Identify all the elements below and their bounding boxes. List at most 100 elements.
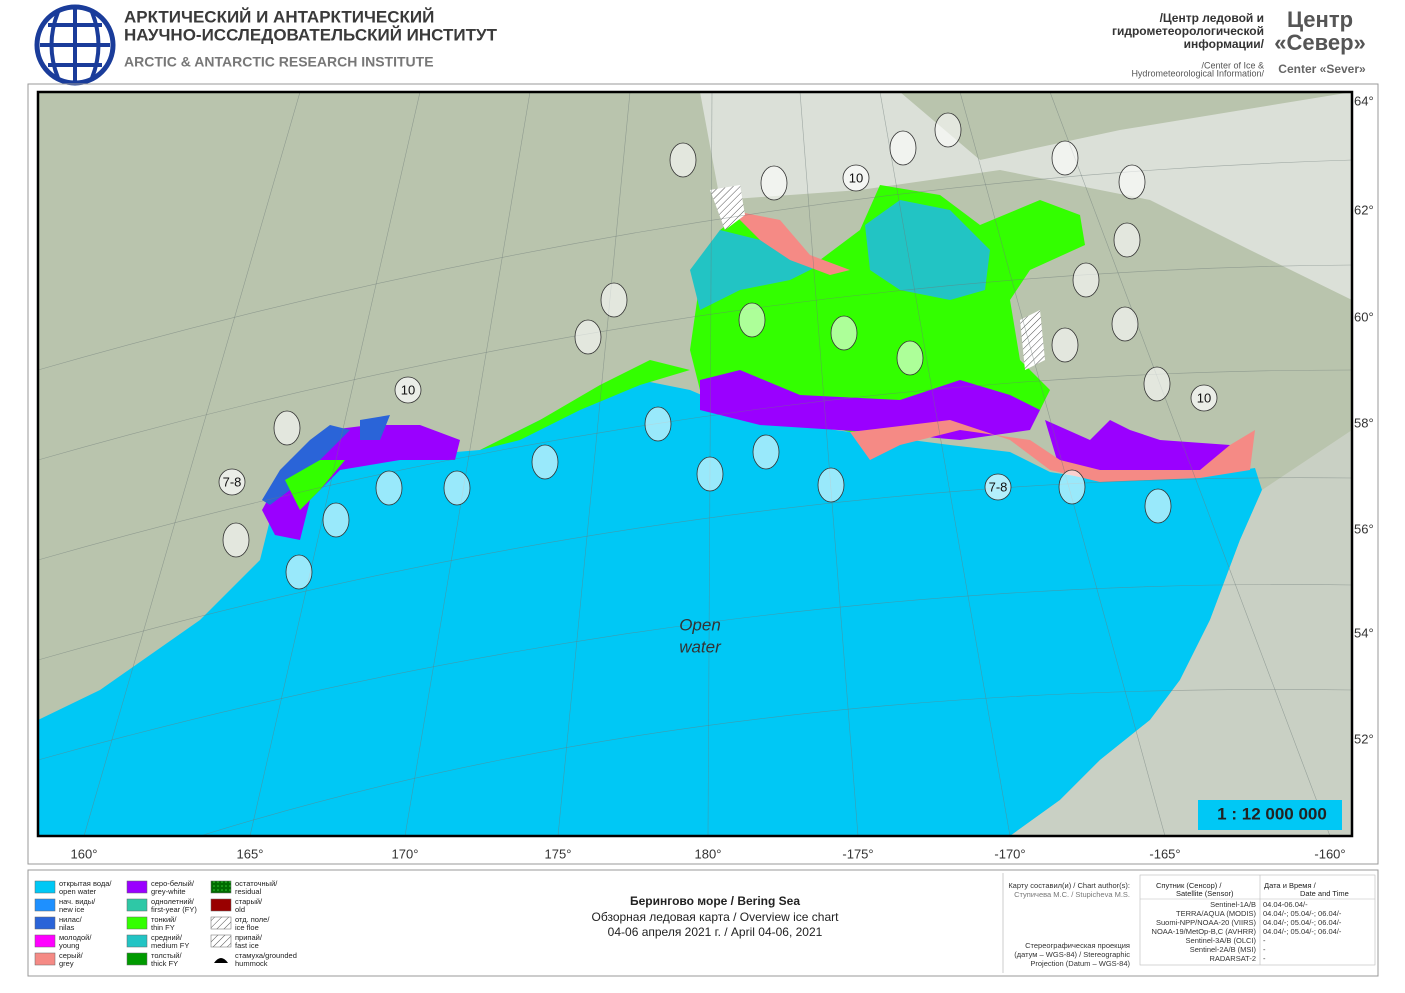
legend-swatch bbox=[34, 880, 56, 894]
lat-label: 58° bbox=[1354, 415, 1374, 430]
legend-label: средний/ bbox=[151, 933, 183, 942]
lon-label: 165° bbox=[237, 846, 264, 861]
scale: 1 : 12 000 000 bbox=[1217, 804, 1327, 823]
sever-en: Center «Sever» bbox=[1278, 62, 1366, 76]
lon-label: -160° bbox=[1314, 846, 1345, 861]
lon-label: 170° bbox=[392, 846, 419, 861]
satellite-name: RADARSAT-2 bbox=[1209, 954, 1256, 963]
satellite-name: Sentinel-1A/B bbox=[1210, 900, 1256, 909]
legend-swatch bbox=[126, 916, 148, 930]
lon-label: 175° bbox=[545, 846, 572, 861]
table-frame bbox=[1139, 874, 1376, 966]
satellite-date: - bbox=[1263, 945, 1266, 954]
big-label-circles bbox=[218, 164, 1218, 501]
ice-label: 10 bbox=[401, 382, 415, 397]
legend-swatch bbox=[210, 880, 232, 894]
satellite-name: TERRA/AQUA (MODIS) bbox=[1176, 909, 1257, 918]
outer-frame bbox=[27, 83, 1379, 865]
chart-subtitle: Обзорная ледовая карта / Overview ice ch… bbox=[592, 910, 840, 924]
fast-ice bbox=[1020, 310, 1045, 370]
legend-label: new ice bbox=[59, 905, 84, 914]
satellite-name: Sentinel-3A/B (OLCI) bbox=[1186, 936, 1257, 945]
legend-swatch bbox=[210, 916, 232, 930]
center-en: Hydrometeorological Information/ bbox=[1131, 68, 1264, 78]
legend-label: hummock bbox=[235, 959, 268, 968]
legend-label: first-year (FY) bbox=[151, 905, 197, 914]
egg-codes bbox=[222, 112, 1172, 590]
satellite-name: Suomi-NPP/NOAA-20 (VIIRS) bbox=[1156, 918, 1257, 927]
nilas bbox=[262, 425, 350, 505]
center-ru: гидрометеорологической bbox=[1112, 24, 1264, 38]
legend-swatch bbox=[34, 934, 56, 948]
legend-swatch bbox=[210, 898, 232, 912]
satellite-date: 04.04/-; 05.04/-; 06.04/- bbox=[1263, 918, 1342, 927]
legend-label: grey bbox=[59, 959, 74, 968]
logo bbox=[34, 4, 116, 86]
medium-fy-ice bbox=[690, 230, 820, 310]
satellite-date: - bbox=[1263, 936, 1266, 945]
legend-label: старый/ bbox=[235, 897, 263, 906]
legend-label: thin FY bbox=[151, 923, 175, 932]
legend-label: fast ice bbox=[235, 941, 259, 950]
map-frame bbox=[36, 90, 1354, 838]
legend-label: нач. виды/ bbox=[59, 897, 96, 906]
legend-label: thick FY bbox=[151, 959, 178, 968]
legend-label: припай/ bbox=[235, 933, 263, 942]
legend-label: серый/ bbox=[59, 951, 84, 960]
legend-label: открытая вода/ bbox=[59, 879, 112, 888]
center-ru: /Центр ледовой и bbox=[1160, 11, 1264, 25]
lat-label: 52° bbox=[1354, 731, 1374, 746]
legend-swatch bbox=[34, 898, 56, 912]
ice-label: 10 bbox=[849, 170, 863, 185]
table-header: Satellite (Sensor) bbox=[1176, 889, 1234, 898]
legend-label: остаточный/ bbox=[235, 879, 278, 888]
thin-fy-ice bbox=[285, 460, 345, 510]
legend-swatch bbox=[126, 952, 148, 966]
thin-fy-ice bbox=[480, 360, 690, 450]
grey-ice bbox=[850, 420, 1255, 482]
legend-label: тонкий/ bbox=[151, 915, 177, 924]
legend-swatch bbox=[34, 952, 56, 966]
legend-label: grey-white bbox=[151, 887, 186, 896]
ice-label: 7-8 bbox=[223, 474, 242, 489]
fast-ice bbox=[710, 185, 745, 230]
medium-fy-ice bbox=[865, 200, 990, 300]
header-ru-title: АРКТИЧЕСКИЙ И АНТАРКТИЧЕСКИЙ bbox=[124, 7, 434, 26]
chart-date: 04-06 апреля 2021 г. / April 04-06, 2021 bbox=[608, 925, 823, 939]
open-water-label: water bbox=[679, 637, 722, 656]
scale-bg bbox=[1198, 800, 1342, 830]
legend-swatch bbox=[214, 958, 228, 963]
legend-label: молодой/ bbox=[59, 933, 92, 942]
table-header: Дата и Время / bbox=[1264, 881, 1317, 890]
projection: (датум – WGS-84) / Stereographic bbox=[1014, 950, 1130, 959]
legend-label: nilas bbox=[59, 923, 75, 932]
author-name: Ступичева М.С. / Stupicheva M.S. bbox=[1014, 890, 1130, 899]
sever-ru: «Север» bbox=[1274, 30, 1366, 55]
projection: Стереографическая проекция bbox=[1025, 941, 1130, 950]
legend-swatch bbox=[210, 934, 232, 948]
author-label: Карту составил(и) / Chart author(s): bbox=[1008, 881, 1130, 890]
satellite-name: NOAA-19/MetOp-B,C (AVHRR) bbox=[1152, 927, 1257, 936]
legend-swatch bbox=[126, 898, 148, 912]
lat-label: 62° bbox=[1354, 202, 1374, 217]
bottom-panel bbox=[27, 869, 1379, 977]
center-ru: информации/ bbox=[1184, 37, 1265, 51]
grey-ice bbox=[730, 210, 850, 275]
ice-label: 10 bbox=[1197, 390, 1211, 405]
grey-white-ice bbox=[1045, 420, 1250, 480]
big-labels: 10 10 10 7-8 7-8 bbox=[223, 170, 1212, 494]
sever-ru: Центр bbox=[1287, 7, 1353, 32]
chart-title: Берингово море / Bering Sea bbox=[630, 894, 800, 908]
satellite-name: Sentinel-2A/B (MSI) bbox=[1190, 945, 1257, 954]
lat-label: 64° bbox=[1354, 93, 1374, 108]
legend-label: серо-белый/ bbox=[151, 879, 195, 888]
legend-swatch bbox=[126, 934, 148, 948]
nilas bbox=[360, 415, 390, 440]
legend-label: однолетний/ bbox=[151, 897, 195, 906]
legend-label: нилас/ bbox=[59, 915, 83, 924]
legend-swatch bbox=[34, 916, 56, 930]
satellite-date: - bbox=[1263, 954, 1266, 963]
lat-label: 54° bbox=[1354, 625, 1374, 640]
table-header: Спутник (Сенсор) / bbox=[1156, 881, 1222, 890]
